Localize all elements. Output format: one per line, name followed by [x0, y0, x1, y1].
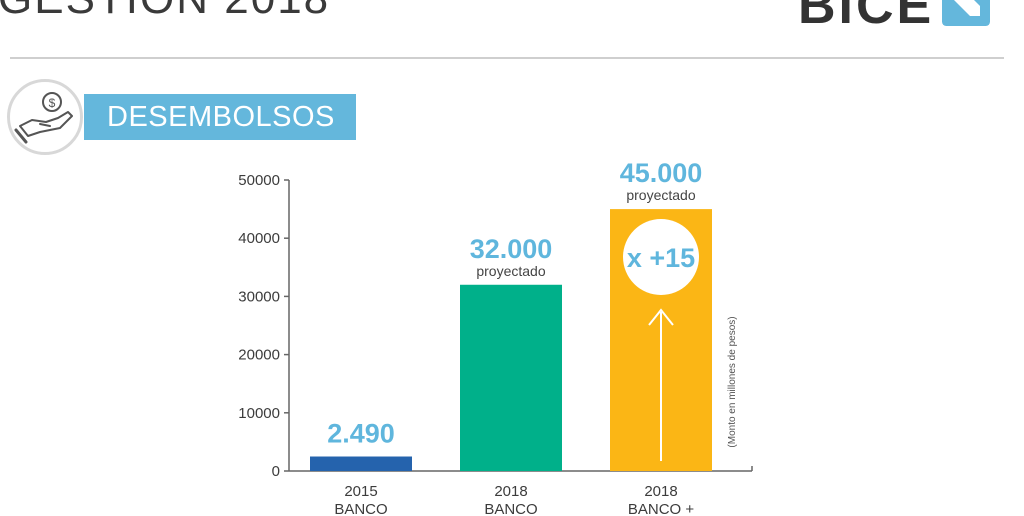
- y-tick-label: 10000: [238, 405, 280, 422]
- category-label: BANCO: [484, 501, 537, 516]
- svg-text:$: $: [49, 96, 56, 110]
- value-note: proyectado: [626, 187, 695, 203]
- category-label: 2015: [344, 483, 377, 500]
- brand-mark-icon: [942, 0, 991, 26]
- hand-coin-icon: $: [7, 79, 83, 155]
- value-label: 45.000: [620, 158, 703, 188]
- y-axis-label: (Monto en millones de pesos): [727, 316, 738, 447]
- growth-arrow-head: [648, 308, 674, 326]
- y-tick-label: 50000: [238, 172, 280, 189]
- category-label: 2018: [494, 483, 527, 500]
- category-label: 2018: [644, 483, 677, 500]
- y-tick-label: 0: [272, 463, 280, 480]
- y-tick-label: 40000: [238, 230, 280, 247]
- section-banner: DESEMBOLSOS: [84, 94, 356, 140]
- brand-logo: BICE: [798, 0, 991, 35]
- value-label: 32.000: [470, 234, 553, 264]
- category-label: BANCO: [334, 501, 387, 516]
- y-tick-label: 30000: [238, 288, 280, 305]
- header-divider: [10, 57, 1004, 59]
- y-tick-label: 20000: [238, 347, 280, 364]
- value-note: proyectado: [476, 263, 545, 279]
- bar: [460, 284, 562, 471]
- multiplier-label: x +15: [627, 243, 695, 273]
- bar: [310, 456, 412, 471]
- value-label: 2.490: [327, 419, 395, 449]
- multiplier-badge: [623, 219, 699, 295]
- page-title: GESTION 2018: [0, 0, 330, 24]
- category-label: BANCO +: [628, 501, 695, 516]
- brand-name: BICE: [798, 0, 935, 35]
